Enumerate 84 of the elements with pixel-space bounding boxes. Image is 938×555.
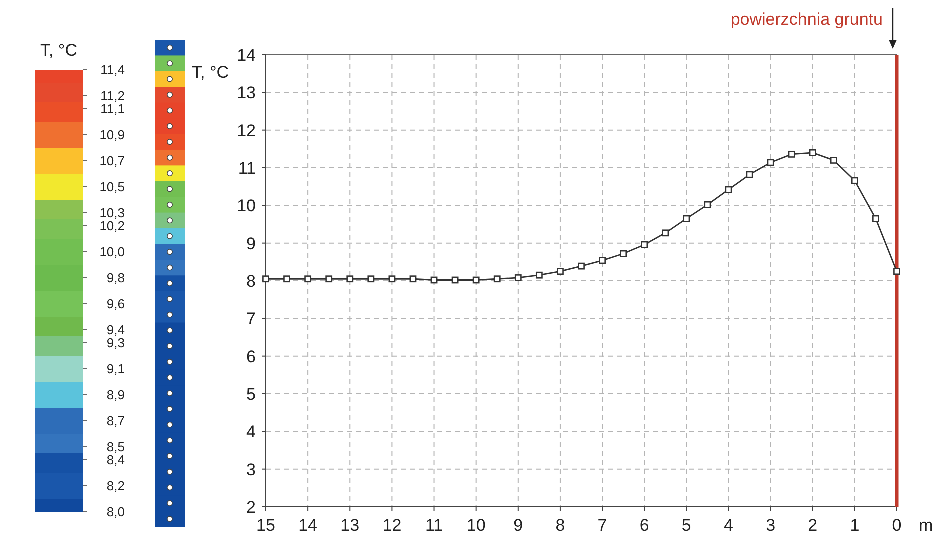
color-bar-label: 9,1 xyxy=(106,362,125,376)
point xyxy=(767,159,774,166)
point xyxy=(599,257,606,264)
x-tick-label: 0 xyxy=(892,516,902,535)
y-tick-label: 7 xyxy=(246,310,256,329)
point xyxy=(262,276,270,283)
point xyxy=(725,186,732,194)
color-bar-label: 9,3 xyxy=(106,336,125,350)
point xyxy=(662,230,670,237)
color-bar-label: 8,2 xyxy=(106,478,125,494)
point xyxy=(410,276,417,283)
point xyxy=(368,276,375,283)
x-tick-label: 1 xyxy=(850,516,860,535)
point xyxy=(452,276,459,284)
point xyxy=(809,149,816,156)
y-tick-label: 11 xyxy=(238,159,256,178)
y-tick-label: 2 xyxy=(246,498,256,517)
x-tick-label: 13 xyxy=(340,516,360,535)
point xyxy=(746,171,754,178)
y-tick-label: 5 xyxy=(246,385,256,404)
point xyxy=(851,177,858,184)
point xyxy=(641,241,648,248)
y-tick-label: 3 xyxy=(246,460,256,480)
point xyxy=(620,250,628,258)
color-bar-label: 8,7 xyxy=(106,414,125,428)
point xyxy=(704,201,712,208)
color-bar-label: 8,5 xyxy=(106,440,125,454)
color-bar-label: 8,0 xyxy=(106,504,125,520)
color-bar-label: 9,4 xyxy=(106,322,125,338)
point xyxy=(514,274,522,282)
x-tick-label: 4 xyxy=(724,516,734,535)
y-tick-label: 4 xyxy=(246,422,256,442)
point xyxy=(304,276,312,283)
x-tick-label: 5 xyxy=(682,516,692,535)
point xyxy=(894,268,900,276)
color-bar-label: 10,3 xyxy=(100,206,125,220)
y-tick-label: 13 xyxy=(237,84,256,103)
color-bar-label: 10,0 xyxy=(100,244,125,260)
x-tick-label: 7 xyxy=(598,516,608,535)
point xyxy=(788,150,796,158)
color-bar-label: 11,4 xyxy=(100,62,125,78)
x-tick-label: 6 xyxy=(640,516,650,535)
point xyxy=(872,215,880,222)
y-axis-title: T, °C xyxy=(192,63,230,82)
x-tick-label: 2 xyxy=(808,516,818,535)
x-tick-label: 9 xyxy=(514,516,524,535)
x-tick-label: 12 xyxy=(382,516,402,535)
point xyxy=(830,157,838,164)
y-tick-label: 8 xyxy=(246,272,256,291)
color-bar-label: 9,8 xyxy=(106,270,125,286)
color-bar-label: 10,2 xyxy=(100,218,125,234)
color-bar-label: 8,9 xyxy=(106,388,125,402)
point xyxy=(388,276,396,283)
point xyxy=(326,276,333,283)
color-bar-label: 11,1 xyxy=(100,102,125,116)
color-bar-label: 8,4 xyxy=(106,452,125,468)
x-tick-label: 3 xyxy=(766,516,776,535)
point xyxy=(430,276,438,284)
color-bar-title: T, °C xyxy=(40,41,78,60)
point xyxy=(536,272,543,279)
color-bar-label: 10,9 xyxy=(100,128,125,142)
point xyxy=(472,276,480,284)
y-tick-label: 9 xyxy=(246,234,256,254)
color-bar-label: 9,6 xyxy=(106,296,125,312)
x-tick-label: 10 xyxy=(466,516,486,535)
point xyxy=(578,262,585,270)
point xyxy=(494,276,501,283)
y-tick-label: 14 xyxy=(237,46,256,65)
point xyxy=(346,276,354,283)
y-tick-label: 10 xyxy=(237,196,256,216)
ref-line-label: powierzchnia gruntu xyxy=(730,10,883,29)
x-axis-title: m xyxy=(919,516,934,535)
color-bar-label: 11,2 xyxy=(100,88,125,104)
point xyxy=(284,276,290,283)
x-tick-label: 15 xyxy=(256,516,276,535)
y-tick-label: 6 xyxy=(246,347,256,366)
x-tick-label: 14 xyxy=(298,516,318,535)
point xyxy=(557,268,564,276)
x-tick-label: 11 xyxy=(425,516,444,535)
y-tick-label: 12 xyxy=(237,121,256,140)
x-tick-label: 8 xyxy=(556,516,566,535)
color-bar-label: 10,5 xyxy=(100,180,125,194)
point xyxy=(683,215,690,222)
color-bar-label: 10,7 xyxy=(100,154,125,168)
